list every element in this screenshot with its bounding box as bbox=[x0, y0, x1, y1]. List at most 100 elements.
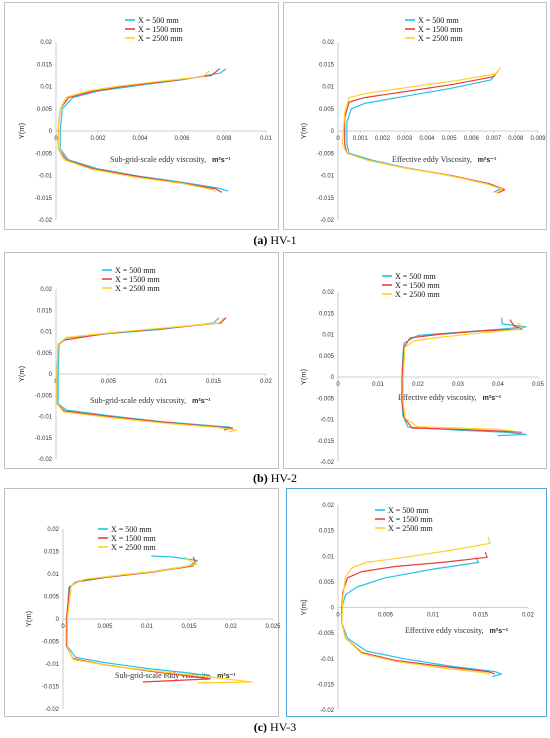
y-tick-label: -0.01 bbox=[38, 415, 52, 421]
x-tick-label: 0.005 bbox=[378, 613, 394, 619]
x-tick-label: 0 bbox=[336, 382, 340, 388]
series-line-2 bbox=[341, 536, 491, 677]
y-tick-label: -0.02 bbox=[320, 460, 334, 466]
x-tick-label: 0 bbox=[54, 379, 58, 385]
y-tick-label: 0 bbox=[331, 129, 335, 135]
y-tick-label: -0.01 bbox=[320, 657, 334, 663]
legend-entry: X = 1500 mm bbox=[111, 534, 157, 543]
series-line-2 bbox=[56, 317, 238, 433]
y-tick-label: 0 bbox=[49, 129, 53, 135]
x-axis-label: Effective eddy viscosity, bbox=[405, 626, 484, 635]
chart-panel-a-right bbox=[283, 2, 547, 230]
y-tick-label: 0.005 bbox=[319, 107, 335, 113]
series-line-1 bbox=[65, 556, 211, 683]
y-tick-label: 0.01 bbox=[322, 85, 334, 91]
x-tick-label: 0.002 bbox=[90, 136, 106, 142]
x-tick-label: 0.005 bbox=[97, 624, 113, 630]
y-tick-label: 0.01 bbox=[322, 554, 334, 560]
caption-a: (a) HV-1 bbox=[253, 233, 297, 247]
x-axis-label: Effective eddy viscosity, bbox=[398, 393, 477, 402]
series-line-0 bbox=[59, 68, 229, 192]
y-tick-label: -0.015 bbox=[35, 436, 53, 442]
y-tick-label: 0.015 bbox=[44, 550, 60, 556]
y-tick-label: -0.01 bbox=[320, 174, 334, 180]
chart-panel-c-left bbox=[4, 488, 279, 717]
legend-entry: X = 1500 mm bbox=[395, 281, 441, 290]
y-tick-label: -0.02 bbox=[45, 707, 59, 713]
legend-entry: X = 2500 mm bbox=[111, 543, 157, 552]
x-tick-label: 0.015 bbox=[181, 624, 197, 630]
y-tick-label: -0.02 bbox=[320, 708, 334, 714]
legend-entry: X = 2500 mm bbox=[388, 524, 434, 533]
legend-entry: X = 500 mm bbox=[395, 272, 437, 281]
x-axis-unit: m²s⁻¹ bbox=[192, 398, 211, 405]
y-tick-label: 0.005 bbox=[37, 351, 53, 357]
y-tick-label: 0.015 bbox=[319, 311, 335, 317]
y-tick-label: -0.015 bbox=[317, 682, 335, 688]
x-tick-label: 0.01 bbox=[427, 613, 439, 619]
series-line-2 bbox=[341, 67, 503, 194]
x-tick-label: 0.005 bbox=[101, 379, 117, 385]
chart-panel-c-right bbox=[286, 488, 547, 717]
y-tick-label: -0.02 bbox=[38, 457, 52, 463]
legend-entry: X = 500 mm bbox=[111, 525, 153, 534]
caption-c: (c) HV-3 bbox=[253, 720, 297, 734]
x-axis-unit: m²s⁻¹ bbox=[212, 157, 231, 164]
series-line-1 bbox=[344, 70, 506, 194]
x-tick-label: 0 bbox=[336, 136, 340, 142]
y-tick-label: -0.005 bbox=[42, 640, 60, 646]
y-axis-label: Y(m) bbox=[299, 599, 308, 616]
chart-panel-b-right bbox=[283, 252, 547, 469]
chart-3: 0.02 0.015 0.01 0.005 0 -0.005 -0.01 -0.015 -0.0… bbox=[299, 272, 544, 466]
legend-entry: X = 500 mm bbox=[388, 506, 430, 515]
y-tick-label: -0.01 bbox=[320, 418, 334, 424]
y-tick-label: 0.01 bbox=[322, 333, 334, 339]
caption-b: (b) HV-2 bbox=[253, 471, 297, 485]
x-axis-label: Sub-grid-scale eddy viscosity, bbox=[110, 155, 206, 164]
legend-entry: X = 500 mm bbox=[115, 266, 157, 275]
y-axis-label: Y(m) bbox=[24, 610, 33, 627]
x-tick-label: 0.02 bbox=[225, 624, 237, 630]
x-tick-label: 0.005 bbox=[442, 136, 458, 142]
x-tick-label: 0.006 bbox=[174, 136, 190, 142]
legend-entry: X = 2500 mm bbox=[418, 34, 464, 43]
y-tick-label: 0.015 bbox=[319, 529, 335, 535]
x-tick-label: 0.01 bbox=[141, 624, 153, 630]
y-axis-label: Y(m) bbox=[17, 122, 26, 139]
y-tick-label: 0 bbox=[49, 372, 53, 378]
y-tick-label: 0.005 bbox=[44, 595, 60, 601]
x-tick-label: 0.008 bbox=[508, 136, 524, 142]
legend-entry: X = 500 mm bbox=[138, 16, 180, 25]
x-tick-label: 0.003 bbox=[397, 136, 413, 142]
y-tick-label: 0.02 bbox=[322, 290, 334, 296]
legend-entry: X = 2500 mm bbox=[115, 284, 161, 293]
x-tick-label: 0.015 bbox=[473, 613, 489, 619]
y-tick-label: 0 bbox=[331, 606, 335, 612]
y-tick-label: 0 bbox=[331, 375, 335, 381]
y-tick-label: -0.015 bbox=[317, 196, 335, 202]
x-tick-label: 0.01 bbox=[372, 382, 384, 388]
x-tick-label: 0 bbox=[54, 136, 58, 142]
y-tick-label: 0.02 bbox=[322, 503, 334, 509]
legend-entry: X = 1500 mm bbox=[115, 275, 161, 284]
series-line-0 bbox=[346, 72, 501, 193]
chart-5: 0.02 0.015 0.01 0.005 0 -0.005 -0.01 -0.015 -0.0… bbox=[299, 503, 534, 714]
x-tick-label: 0.025 bbox=[265, 624, 281, 630]
y-tick-label: 0.01 bbox=[40, 85, 52, 91]
series-line-2 bbox=[57, 70, 216, 193]
y-tick-label: 0.005 bbox=[319, 580, 335, 586]
x-tick-label: 0 bbox=[336, 613, 340, 619]
y-tick-label: -0.005 bbox=[317, 631, 335, 637]
x-tick-label: 0.004 bbox=[132, 136, 148, 142]
series-line-0 bbox=[66, 555, 211, 679]
x-tick-label: 0.015 bbox=[206, 379, 222, 385]
chart-4: 0.02 0.015 0.01 0.005 0 -0.005 -0.01 -0.015 -0.0… bbox=[24, 525, 281, 713]
y-tick-label: -0.005 bbox=[35, 393, 53, 399]
y-tick-label: 0.005 bbox=[319, 354, 335, 360]
series-line-2 bbox=[402, 322, 523, 432]
x-tick-label: 0 bbox=[61, 624, 65, 630]
y-tick-label: -0.005 bbox=[317, 151, 335, 157]
x-tick-label: 0.002 bbox=[375, 136, 391, 142]
x-axis-unit: m²s⁻¹ bbox=[478, 157, 497, 164]
series-line-0 bbox=[57, 317, 230, 430]
